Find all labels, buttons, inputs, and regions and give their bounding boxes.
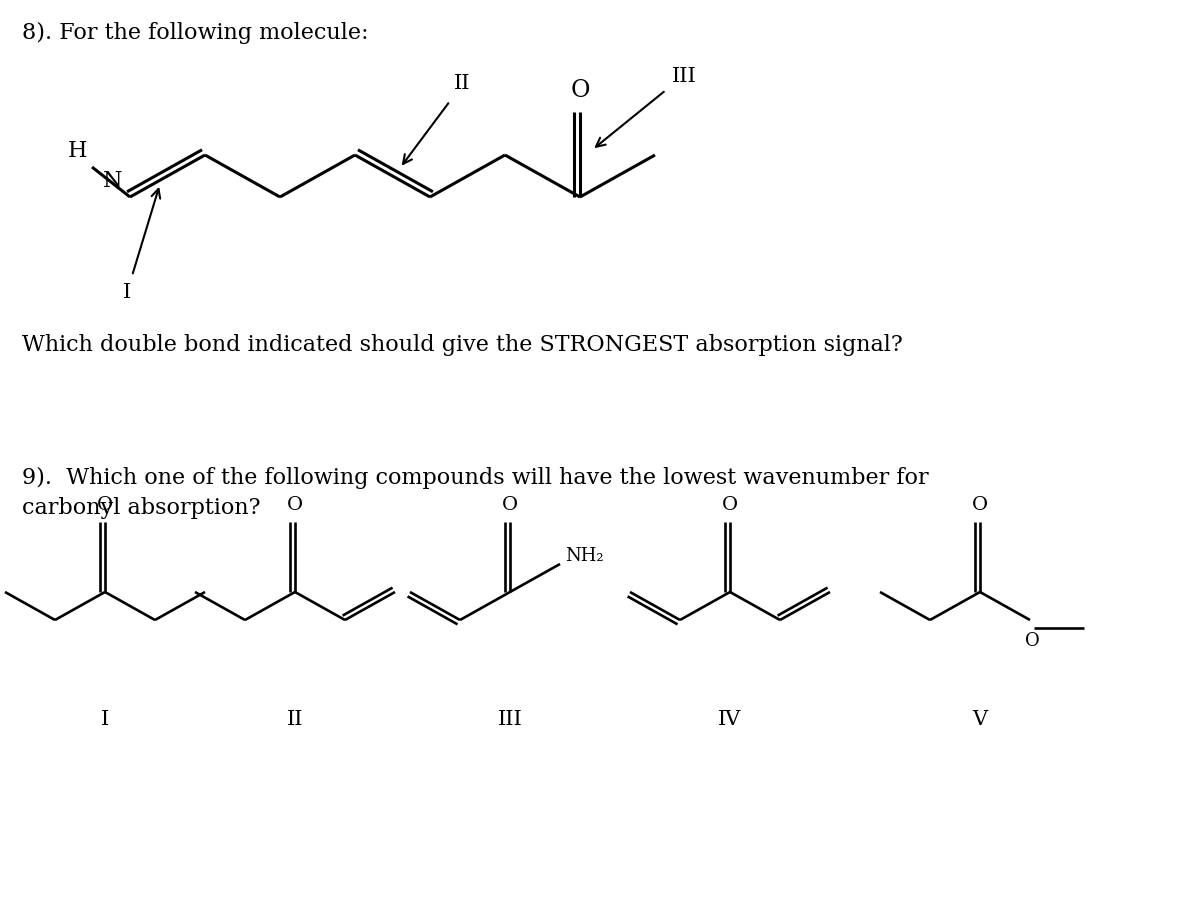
- Text: V: V: [972, 710, 988, 729]
- Text: O: O: [972, 496, 988, 514]
- Text: III: III: [672, 67, 696, 86]
- Text: Which double bond indicated should give the STRONGEST absorption signal?: Which double bond indicated should give …: [22, 334, 902, 356]
- Text: 9).  Which one of the following compounds will have the lowest wavenumber for: 9). Which one of the following compounds…: [22, 467, 929, 489]
- Text: III: III: [498, 710, 522, 729]
- Text: I: I: [101, 710, 109, 729]
- Text: N: N: [102, 170, 122, 192]
- Text: H: H: [67, 140, 88, 162]
- Text: O: O: [722, 496, 738, 514]
- Text: O: O: [1025, 632, 1039, 650]
- Text: 8). For the following molecule:: 8). For the following molecule:: [22, 22, 368, 44]
- Text: II: II: [287, 710, 304, 729]
- Text: O: O: [97, 496, 113, 514]
- Text: II: II: [454, 74, 470, 93]
- Text: O: O: [287, 496, 304, 514]
- Text: IV: IV: [719, 710, 742, 729]
- Text: O: O: [502, 496, 518, 514]
- Text: carbonyl absorption?: carbonyl absorption?: [22, 497, 260, 519]
- Text: NH₂: NH₂: [565, 547, 604, 565]
- Text: I: I: [122, 283, 131, 302]
- Text: O: O: [570, 79, 589, 102]
